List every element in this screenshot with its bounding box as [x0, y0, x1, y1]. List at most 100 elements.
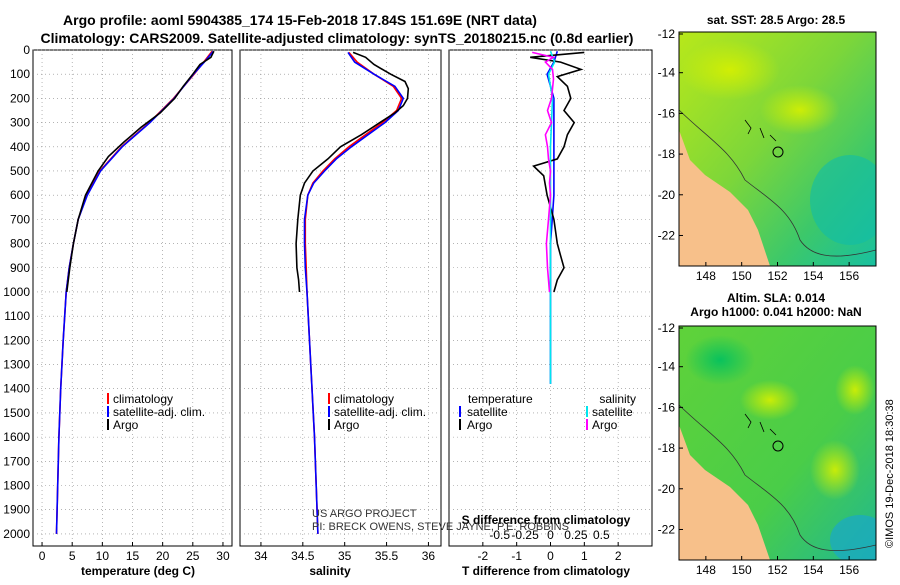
map-lon-label: 150 — [732, 269, 752, 283]
high-sla-patch — [835, 365, 875, 415]
salinity-series-argo — [295, 51, 410, 293]
credit-line-2: PI: BRECK OWENS, STEVE JAYNE, P.E. ROBBI… — [312, 521, 569, 533]
map-lon-label: 156 — [839, 563, 859, 577]
temperature-series-argo — [66, 50, 215, 293]
s-difference-tick-label: -0.5 — [489, 528, 510, 542]
sla-map-title-1: Altim. SLA: 0.014 — [727, 291, 825, 305]
map-lon-label: 154 — [803, 269, 823, 283]
depth-tick-label: 1000 — [3, 285, 30, 299]
salinity-legend: climatology satellite-adj. clim. Argo — [328, 392, 426, 432]
depth-tick-label: 200 — [10, 91, 30, 105]
difference-legend: temperature satellite Argo salinity sate… — [459, 392, 636, 432]
temperature-x-tick-label: 0 — [39, 549, 46, 563]
legend-salinity-title: salinity — [599, 392, 636, 406]
warm-patch — [680, 40, 780, 100]
s-difference-tick-label: 0.5 — [593, 528, 610, 542]
legend-argo-label: Argo — [113, 418, 139, 432]
depth-tick-label: 100 — [10, 67, 30, 81]
depth-tick-label: 1400 — [3, 382, 30, 396]
temperature-x-axis: 0 5 10 15 20 25 30 — [39, 542, 230, 563]
depth-tick-label: 600 — [10, 188, 30, 202]
temperature-x-tick-label: 30 — [216, 549, 230, 563]
map-lon-label: 154 — [803, 563, 823, 577]
map-lat-label: -16 — [658, 106, 676, 120]
legend-t-satellite-label: satellite — [467, 405, 508, 419]
warm-patch — [760, 85, 840, 135]
map-lat-label: -16 — [658, 400, 676, 414]
difference-series-t-argo — [530, 51, 585, 293]
isobath-line — [679, 109, 876, 257]
difference-lines — [530, 50, 585, 384]
depth-tick-label: 1700 — [3, 454, 30, 468]
depth-tick-label: 0 — [23, 43, 30, 57]
salinity-series-climatology — [304, 51, 403, 534]
temperature-x-tick-label: 15 — [126, 549, 140, 563]
map-lon-label: 156 — [839, 269, 859, 283]
s-difference-tick-label: 0 — [547, 528, 554, 542]
salinity-lines — [295, 51, 410, 534]
depth-tick-label: 1900 — [3, 503, 30, 517]
temperature-x-tick-label: 5 — [69, 549, 76, 563]
credit-line-1: US ARGO PROJECT — [312, 508, 417, 520]
coastline-land — [679, 425, 770, 560]
map-lat-label: -20 — [658, 188, 676, 202]
salinity-x-tick-label: 34 — [254, 549, 268, 563]
difference-x-tick-label: 1 — [581, 549, 588, 563]
high-sla-patch — [740, 380, 800, 420]
salinity-x-tick-label: 35.5 — [375, 549, 399, 563]
legend-climatology-label: climatology — [113, 392, 173, 406]
salinity-x-axis: 34 34.5 35 35.5 36 — [254, 542, 435, 563]
reef-outline — [744, 413, 777, 436]
legend-t-argo-label: Argo — [467, 418, 493, 432]
temperature-legend: climatology satellite-adj. clim. Argo — [107, 392, 205, 432]
map-axes: -12 -14 -16 -18 -20 -22 148 150 152 154 156 -12 -14 -… — [658, 27, 860, 577]
isobath-line — [679, 404, 876, 551]
legend-climatology-label: climatology — [334, 392, 394, 406]
map-lat-label: -22 — [658, 228, 676, 242]
temperature-lines — [55, 50, 215, 534]
difference-x-tick-label: -1 — [511, 549, 522, 563]
s-difference-label: S difference from climatology — [462, 513, 631, 527]
map-lon-label: 152 — [767, 563, 787, 577]
temperature-x-tick-label: 25 — [186, 549, 200, 563]
legend-argo-label: Argo — [334, 418, 360, 432]
temperature-series-climatology — [55, 50, 213, 534]
low-sla-patch — [830, 515, 876, 560]
map-lon-label: 150 — [732, 563, 752, 577]
map-lon-label: 152 — [767, 269, 787, 283]
depth-tick-label: 300 — [10, 116, 30, 130]
difference-x-tick-label: -2 — [477, 549, 488, 563]
salinity-x-tick-label: 36 — [422, 549, 436, 563]
map-lon-label: 148 — [696, 269, 716, 283]
sst-map-title: sat. SST: 28.5 Argo: 28.5 — [707, 13, 846, 27]
difference-series-s-argo — [532, 51, 556, 293]
map-lat-label: -18 — [658, 147, 676, 161]
coastline-land — [679, 130, 770, 266]
difference-xlabel: T difference from climatology — [462, 564, 630, 578]
salinity-difference-axis: -0.5 -0.25 0 0.25 0.5 — [489, 528, 610, 542]
map-lat-label: -22 — [658, 522, 676, 536]
map-lat-label: -20 — [658, 482, 676, 496]
map-lat-label: -14 — [658, 66, 676, 80]
argo-position-marker — [772, 440, 784, 452]
depth-tick-label: 1500 — [3, 406, 30, 420]
temperature-xlabel: temperature (deg C) — [81, 564, 195, 578]
sla-map-title-2: Argo h1000: 0.041 h2000: NaN — [690, 305, 861, 319]
salinity-xlabel: salinity — [309, 564, 351, 578]
legend-s-argo-label: Argo — [592, 418, 618, 432]
temperature-grid — [33, 49, 232, 546]
sla-map — [679, 326, 876, 560]
depth-tick-label: 500 — [10, 164, 30, 178]
difference-x-axis: -2 -1 0 1 2 — [477, 542, 622, 563]
map-lat-label: -12 — [658, 321, 676, 335]
title-line-1: Argo profile: aoml 5904385_174 15-Feb-20… — [63, 12, 537, 28]
difference-x-tick-label: 2 — [615, 549, 622, 563]
reef-outline — [744, 119, 777, 142]
s-difference-tick-label: 0.25 — [564, 528, 588, 542]
depth-tick-label: 1100 — [4, 309, 30, 323]
map-lat-label: -12 — [658, 27, 676, 41]
title-line-2: Climatology: CARS2009. Satellite-adjuste… — [41, 30, 634, 46]
temperature-x-tick-label: 20 — [156, 549, 170, 563]
salinity-x-tick-label: 35 — [338, 549, 352, 563]
depth-tick-label: 1300 — [3, 358, 30, 372]
